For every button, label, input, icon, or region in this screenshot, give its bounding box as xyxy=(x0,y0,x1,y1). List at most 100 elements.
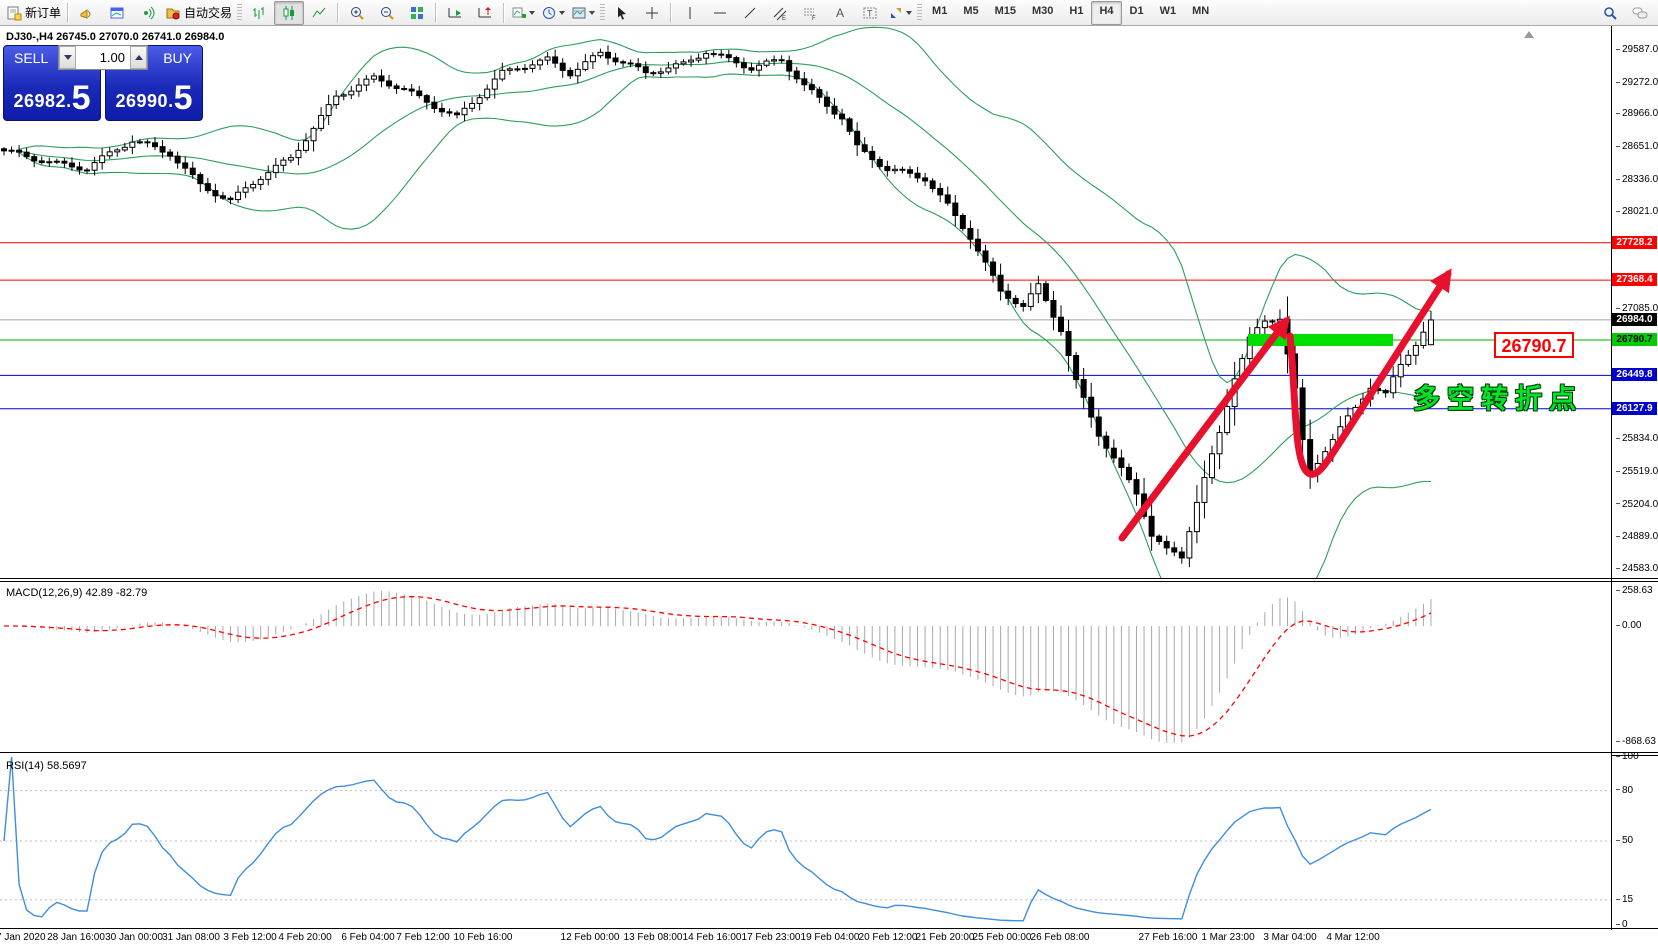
toolbar: 新订单 自动交易 E xyxy=(0,0,1658,26)
axis-tick-label: 29272.0 xyxy=(1616,77,1658,88)
trendline-button[interactable] xyxy=(735,1,765,25)
chart-shift-button[interactable] xyxy=(470,1,500,25)
time-axis-label: 6 Feb 04:00 xyxy=(341,932,395,943)
main-chart-pane[interactable]: DJ30-,H4 26745.0 27070.0 26741.0 26984.0 xyxy=(0,26,1611,624)
pane-divider[interactable] xyxy=(0,578,1658,582)
bar-chart-type-button[interactable] xyxy=(244,1,274,25)
search-button[interactable] xyxy=(1595,1,1625,25)
crosshair-icon xyxy=(644,5,660,21)
svg-text:E: E xyxy=(782,16,786,21)
timeframe-m1[interactable]: M1 xyxy=(932,4,948,17)
chart-window-button[interactable] xyxy=(102,1,132,25)
price-callout[interactable]: 26790.7 xyxy=(1494,332,1574,358)
cursor-button[interactable] xyxy=(607,1,637,25)
time-axis-label: 12 Feb 00:00 xyxy=(560,932,620,943)
candlestick-type-button[interactable] xyxy=(274,0,305,25)
timeframe-d1[interactable]: D1 xyxy=(1129,4,1144,17)
volume-increase-button[interactable] xyxy=(130,46,147,69)
axis-tick-label: 28966.0 xyxy=(1616,108,1658,119)
axis-tick-label: 0.00 xyxy=(1616,620,1641,631)
buy-label: BUY xyxy=(163,50,192,66)
text-button[interactable]: A xyxy=(825,1,855,25)
timeframe-m30[interactable]: M30 xyxy=(1032,4,1054,17)
sell-price-main: 26982 xyxy=(13,91,67,111)
channel-button[interactable]: E xyxy=(765,1,795,25)
new-order-icon xyxy=(6,5,22,21)
macd-pane[interactable]: MACD(12,26,9) 42.89 -82.79 xyxy=(0,582,1611,752)
line-chart-type-icon xyxy=(311,5,327,21)
volume-decrease-button[interactable] xyxy=(59,46,76,69)
fibonacci-button[interactable]: F xyxy=(795,1,825,25)
signal-button[interactable] xyxy=(132,1,162,25)
time-axis-label: 26 Feb 08:00 xyxy=(1030,932,1090,943)
periods-button[interactable] xyxy=(538,1,568,25)
candlestick-chart[interactable] xyxy=(0,26,1611,624)
line-chart-type-button[interactable] xyxy=(304,1,334,25)
arrows-button[interactable] xyxy=(885,1,915,25)
toolbar-grip xyxy=(600,3,606,22)
rsi-chart xyxy=(0,756,1611,922)
zoom-out-button[interactable] xyxy=(372,1,402,25)
time-axis-label: 27 Jan 2020 xyxy=(0,932,46,943)
price-axis-line xyxy=(1611,26,1612,930)
axis-tick-label: 50 xyxy=(1616,835,1633,846)
timeframe-h1[interactable]: H1 xyxy=(1069,4,1084,17)
buy-price-main: 26990 xyxy=(115,91,169,111)
macd-chart xyxy=(4,591,1432,743)
chevron-down-icon xyxy=(559,10,566,15)
chevron-down-icon xyxy=(589,10,596,15)
vertical-line-button[interactable] xyxy=(675,1,705,25)
price-level-label: 27728.2 xyxy=(1612,235,1657,249)
zoom-in-icon xyxy=(349,5,365,21)
chevron-down-icon xyxy=(529,10,536,15)
timeframe-mn[interactable]: MN xyxy=(1192,4,1210,17)
text-label-icon: T xyxy=(862,5,878,21)
tile-windows-button[interactable] xyxy=(402,1,432,25)
axis-tick-label: 27085.0 xyxy=(1616,303,1658,314)
time-axis-label: 21 Feb 20:00 xyxy=(915,932,975,943)
chart-shift-icon xyxy=(477,5,493,21)
buy-price: 26990.5 xyxy=(115,79,193,117)
text-label-button[interactable]: T xyxy=(855,1,885,25)
cursor-icon xyxy=(614,5,630,21)
zoom-in-button[interactable] xyxy=(342,1,372,25)
horizontal-line-button[interactable] xyxy=(705,1,735,25)
horizontal-line-icon xyxy=(712,5,728,21)
time-axis-label: 4 Feb 20:00 xyxy=(278,932,332,943)
new-order-button[interactable]: 新订单 xyxy=(3,1,64,25)
triangle-up-icon xyxy=(134,55,143,60)
toolbar-separator xyxy=(67,2,70,23)
timeframe-m5[interactable]: M5 xyxy=(963,4,979,17)
templates-icon xyxy=(571,5,587,21)
axis-tick-label: 28651.0 xyxy=(1616,141,1658,152)
sell-price-frac: 5 xyxy=(71,79,91,117)
trendline-icon xyxy=(742,5,758,21)
timeframe-m15[interactable]: M15 xyxy=(994,4,1016,17)
sell-label: SELL xyxy=(14,50,49,66)
timeframe-w1[interactable]: W1 xyxy=(1159,4,1177,17)
fibonacci-icon: F xyxy=(802,5,818,21)
volume-input[interactable] xyxy=(76,46,130,69)
toolbar-separator xyxy=(670,2,673,23)
price-level-label: 26984.0 xyxy=(1612,312,1657,326)
auto-scroll-button[interactable] xyxy=(440,1,470,25)
rsi-pane[interactable]: RSI(14) 58.5697 xyxy=(0,755,1611,928)
chat-button[interactable] xyxy=(1625,1,1655,25)
scroll-marker-icon[interactable] xyxy=(1524,31,1534,38)
chart-title: DJ30-,H4 xyxy=(6,31,54,43)
templates-button[interactable] xyxy=(568,1,598,25)
timeframe-h4[interactable]: H4 xyxy=(1091,0,1122,25)
time-axis-label: 3 Feb 12:00 xyxy=(223,932,277,943)
add-indicator-button[interactable] xyxy=(508,1,538,25)
axis-tick-label: 25204.0 xyxy=(1616,499,1658,510)
axis-tick-label: 24583.0 xyxy=(1616,563,1658,574)
annotation-note[interactable]: 多空转折点 xyxy=(1413,384,1583,414)
megaphone-button[interactable] xyxy=(72,1,102,25)
chat-icon xyxy=(1631,5,1649,21)
auto-trading-button[interactable]: 自动交易 xyxy=(162,1,235,25)
crosshair-button[interactable] xyxy=(637,1,667,25)
tile-windows-icon xyxy=(409,5,425,21)
svg-text:T: T xyxy=(867,8,873,18)
time-axis-label: 31 Jan 08:00 xyxy=(162,932,220,943)
